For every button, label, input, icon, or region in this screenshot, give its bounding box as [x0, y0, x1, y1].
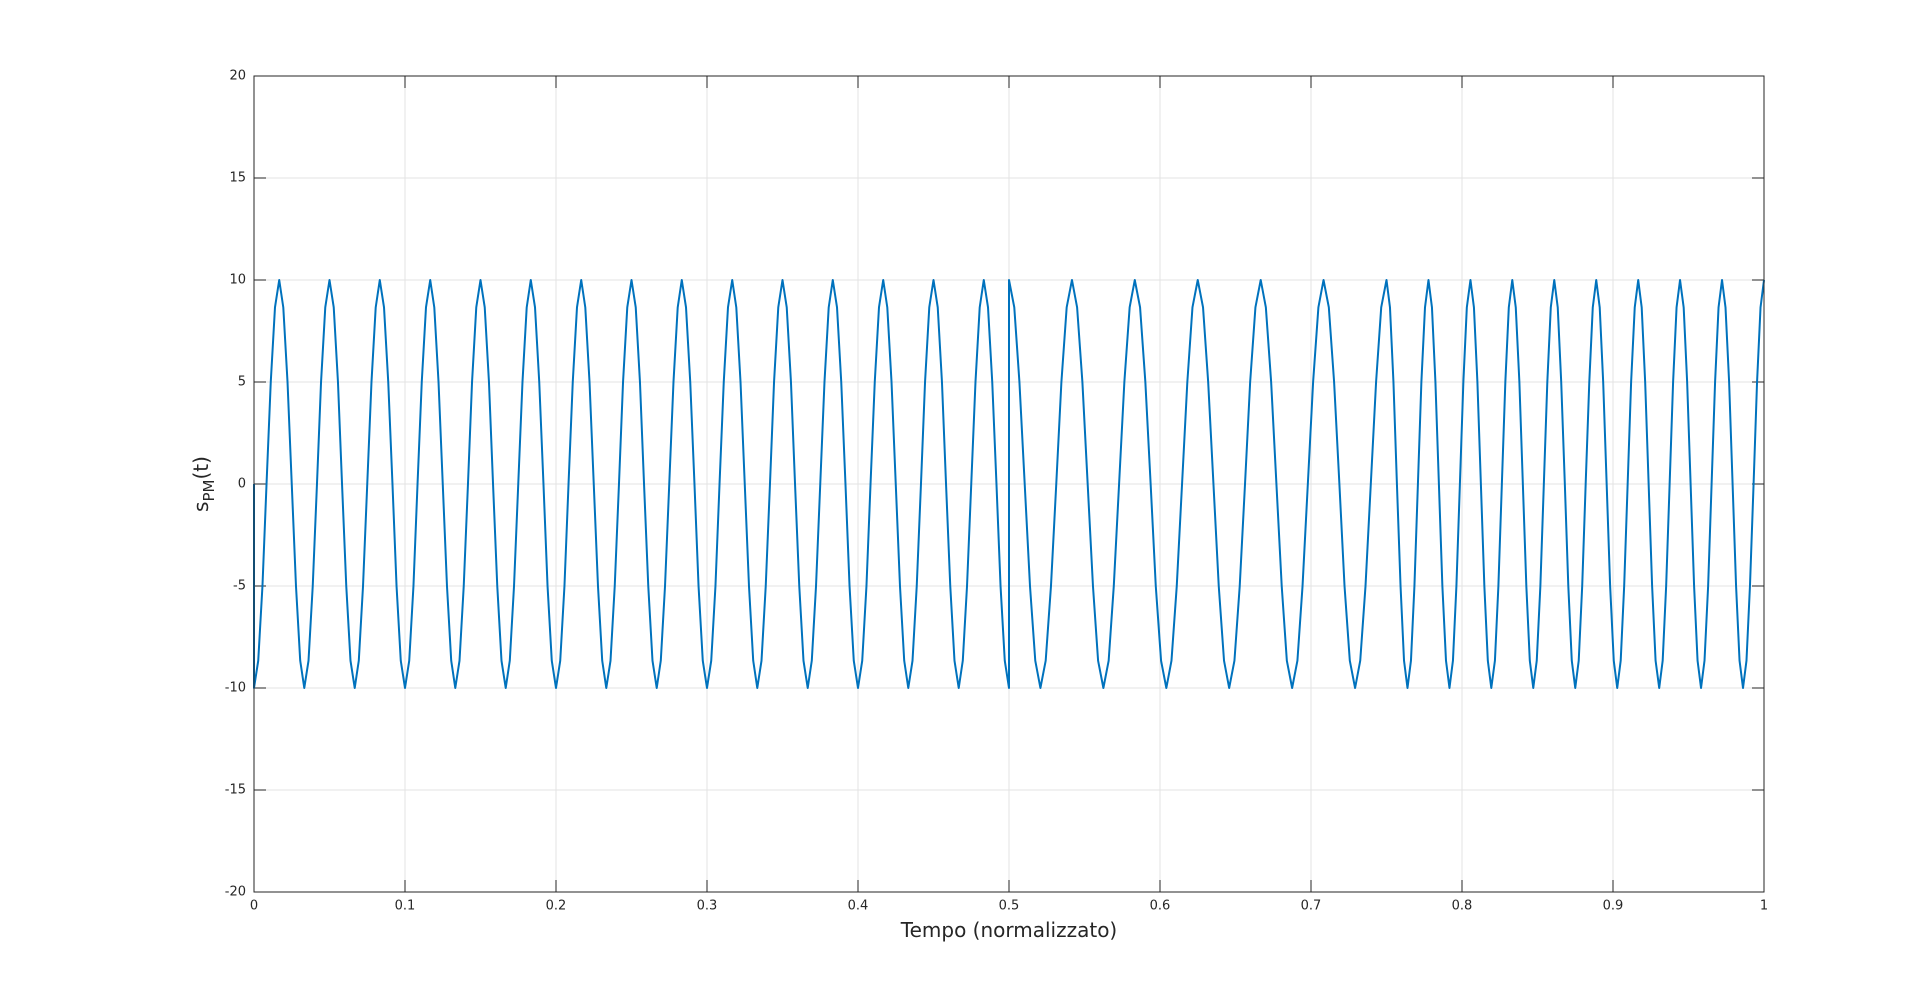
y-tick-label: 5	[238, 375, 246, 390]
x-tick-label: 0.5	[999, 899, 1020, 914]
x-tick-label: 0.7	[1301, 899, 1322, 914]
y-label-rest: (t)	[189, 456, 213, 479]
x-tick-label: 0.3	[697, 899, 718, 914]
x-tick-label: 0.6	[1150, 899, 1171, 914]
y-tick-label: 20	[229, 69, 246, 84]
axes-box	[253, 75, 1765, 893]
y-tick-label: -15	[225, 783, 246, 798]
y-axis-label: sPM(t)	[189, 456, 218, 512]
x-tick-label: 0.4	[848, 899, 869, 914]
y-label-base: s	[189, 502, 213, 512]
y-tick-label: -10	[225, 681, 246, 696]
data-line	[253, 279, 1765, 689]
y-tick-label: 10	[229, 273, 246, 288]
y-tick-label: -5	[233, 579, 246, 594]
x-tick-label: 1	[1760, 899, 1768, 914]
x-tick-label: 0.1	[395, 899, 416, 914]
y-tick-label: -20	[225, 885, 246, 900]
x-axis-label: Tempo (normalizzato)	[900, 918, 1117, 942]
x-tick-label: 0.9	[1603, 899, 1624, 914]
y-label-sub: PM	[200, 480, 218, 502]
x-tick-label: 0.8	[1452, 899, 1473, 914]
y-tick-label: 0	[238, 477, 246, 492]
x-tick-label: 0	[250, 899, 258, 914]
x-tick-label: 0.2	[546, 899, 567, 914]
y-tick-label: 15	[229, 171, 246, 186]
